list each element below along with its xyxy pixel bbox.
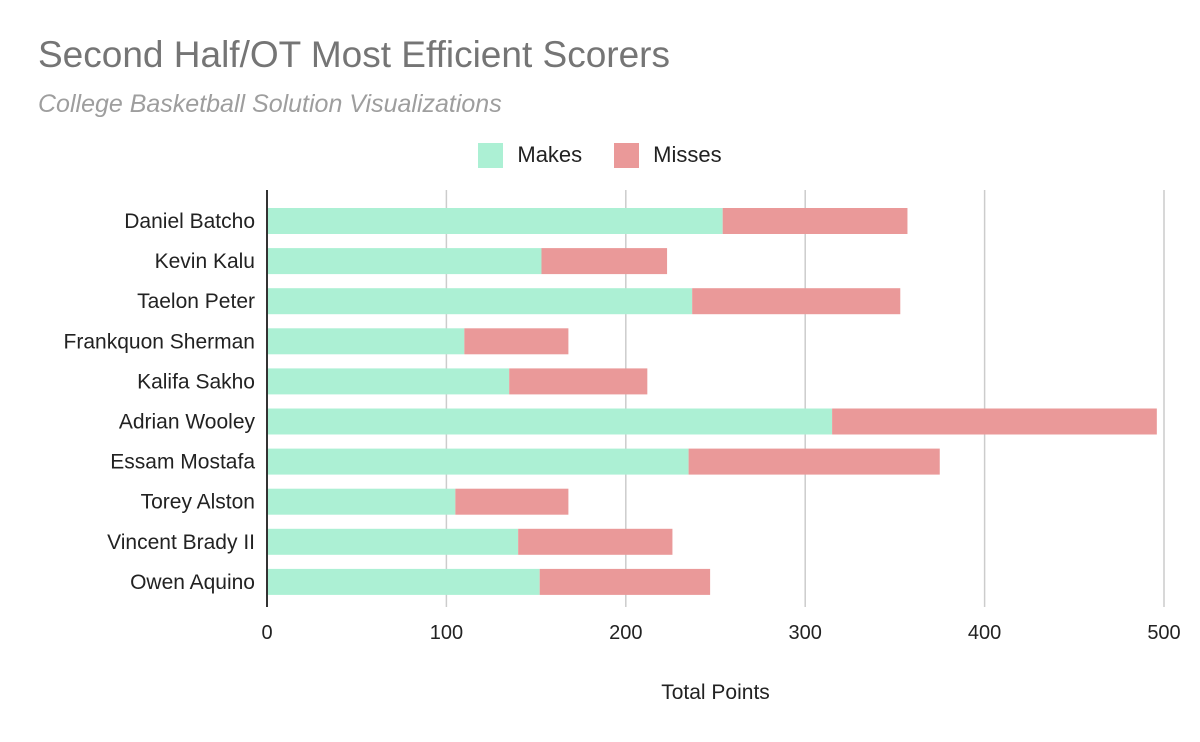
category-label-8: Vincent Brady II xyxy=(107,531,255,554)
bar-makes-5[interactable] xyxy=(267,408,833,435)
chart-subtitle: College Basketball Solution Visualizatio… xyxy=(38,90,502,118)
bar-misses-0[interactable] xyxy=(722,208,908,234)
category-label-2: Taelon Peter xyxy=(137,290,255,313)
category-label-3: Frankquon Sherman xyxy=(64,330,255,353)
bar-makes-0[interactable] xyxy=(267,208,723,234)
legend-label-makes: Makes xyxy=(517,142,583,167)
category-label-1: Kevin Kalu xyxy=(155,250,255,273)
legend-item-makes[interactable]: Makes xyxy=(478,142,582,168)
bar-makes-8[interactable] xyxy=(267,528,519,555)
category-label-5: Adrian Wooley xyxy=(119,411,256,434)
chart-title: Second Half/OT Most Efficient Scorers xyxy=(38,34,670,75)
bar-makes-9[interactable] xyxy=(267,568,540,595)
bar-misses-9[interactable] xyxy=(539,568,711,595)
bar-makes-6[interactable] xyxy=(267,448,689,475)
x-axis-title: Total Points xyxy=(661,681,770,704)
x-tick-label-0: 0 xyxy=(261,622,272,644)
bar-makes-2[interactable] xyxy=(267,288,693,315)
x-tick-label-100: 100 xyxy=(430,622,463,644)
x-tick-label-200: 200 xyxy=(609,622,642,644)
bar-misses-7[interactable] xyxy=(455,488,569,515)
legend-label-misses: Misses xyxy=(653,142,722,167)
legend-swatch-misses xyxy=(614,142,640,168)
bar-misses-3[interactable] xyxy=(464,328,569,355)
bar-misses-2[interactable] xyxy=(692,288,901,315)
bar-makes-3[interactable] xyxy=(267,328,465,355)
category-label-9: Owen Aquino xyxy=(130,571,255,594)
bar-makes-7[interactable] xyxy=(267,488,456,515)
bar-makes-4[interactable] xyxy=(267,368,510,395)
bar-makes-1[interactable] xyxy=(267,248,542,275)
bar-misses-1[interactable] xyxy=(541,248,668,275)
legend: Makes Misses xyxy=(0,142,1200,168)
category-label-0: Daniel Batcho xyxy=(124,210,255,233)
bar-misses-8[interactable] xyxy=(518,528,673,555)
x-tick-label-400: 400 xyxy=(968,622,1001,644)
legend-swatch-makes xyxy=(478,142,504,168)
bar-misses-4[interactable] xyxy=(509,368,648,395)
legend-item-misses[interactable]: Misses xyxy=(614,142,722,168)
category-label-4: Kalifa Sakho xyxy=(137,370,255,393)
bar-misses-6[interactable] xyxy=(688,448,940,475)
bar-misses-5[interactable] xyxy=(832,408,1157,435)
category-label-7: Torey Alston xyxy=(141,491,255,514)
x-tick-label-300: 300 xyxy=(789,622,822,644)
x-tick-label-500: 500 xyxy=(1147,622,1180,644)
category-label-6: Essam Mostafa xyxy=(110,451,255,474)
